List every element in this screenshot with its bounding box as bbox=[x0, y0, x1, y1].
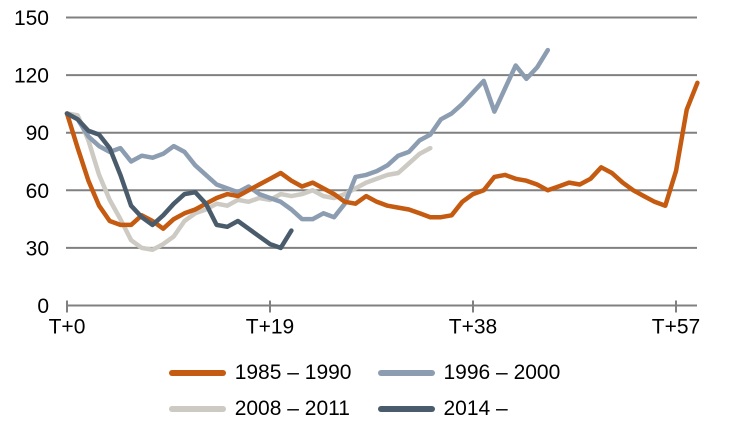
y-axis-tick-label: 30 bbox=[26, 237, 49, 260]
series-line-1996–2000 bbox=[64, 47, 551, 222]
series-line-1985–1990 bbox=[64, 80, 700, 231]
legend-item-1985-1990: 1985 – 1990 bbox=[168, 360, 352, 385]
chart-legend: 1985 – 1990 1996 – 2000 2008 – 2011 2014… bbox=[168, 360, 561, 421]
y-axis-tick-label: 150 bbox=[14, 7, 49, 30]
x-axis-tick-label: T+0 bbox=[49, 316, 86, 339]
legend-item-1996-2000: 1996 – 2000 bbox=[377, 360, 561, 385]
legend-swatch-1996-2000 bbox=[377, 369, 435, 376]
legend-label: 2014 – bbox=[443, 397, 508, 421]
chart-canvas: 0 30 60 90 120 150 T+0 T+19 T+38 T+57 bbox=[14, 7, 700, 339]
legend-swatch-1985-1990 bbox=[168, 369, 226, 376]
legend-label: 1985 – 1990 bbox=[234, 361, 352, 384]
legend-swatch-2008-2011 bbox=[168, 405, 226, 412]
x-axis-tick-label: T+19 bbox=[246, 316, 294, 339]
series-line-2014– bbox=[64, 111, 294, 251]
x-axis-tick-label: T+38 bbox=[449, 316, 497, 339]
legend-swatch-2014 bbox=[377, 405, 435, 412]
legend-item-2008-2011: 2008 – 2011 bbox=[168, 396, 352, 421]
y-axis-tick-label: 60 bbox=[26, 180, 49, 203]
legend-label: 1996 – 2000 bbox=[443, 361, 561, 384]
y-axis-tick-label: 90 bbox=[26, 122, 49, 145]
legend-label: 2008 – 2011 bbox=[234, 397, 350, 421]
series-line-2008–2011 bbox=[64, 111, 433, 253]
x-axis-tick-label: T+57 bbox=[652, 316, 700, 339]
legend-item-2014: 2014 – bbox=[377, 396, 561, 421]
y-axis-tick-label: 0 bbox=[37, 295, 49, 318]
y-axis-tick-label: 120 bbox=[14, 65, 49, 88]
